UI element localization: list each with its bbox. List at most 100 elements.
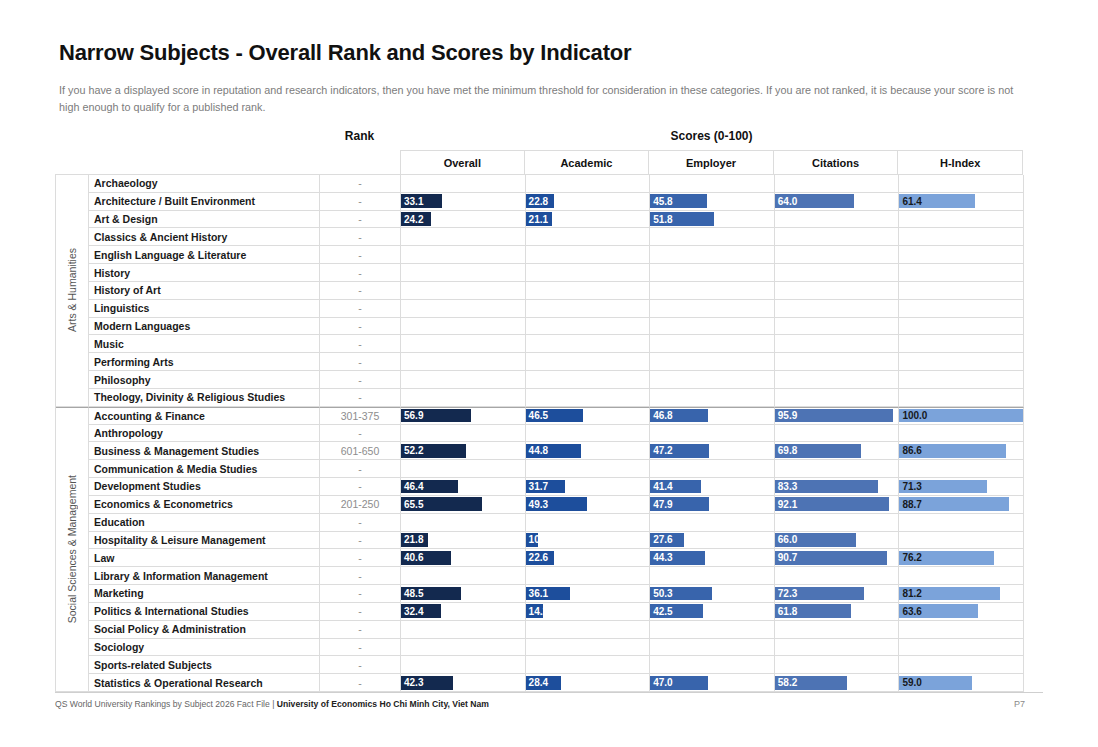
score-value: 21.8 <box>401 534 423 545</box>
score-cell <box>650 246 775 264</box>
score-cell <box>526 318 651 336</box>
score-cell <box>775 175 900 193</box>
score-cell: 31.7 <box>526 478 651 496</box>
score-cell <box>775 264 900 282</box>
score-cell <box>401 656 526 674</box>
score-bar: 22.8 <box>526 194 554 208</box>
score-bar: 88.7 <box>899 497 1009 511</box>
score-cell <box>526 656 651 674</box>
score-cell <box>401 371 526 389</box>
score-cell: 52.2 <box>401 442 526 460</box>
score-bar: 31.7 <box>526 480 565 494</box>
score-bar: 48.5 <box>401 587 461 601</box>
score-cell <box>775 335 900 353</box>
score-cell <box>650 175 775 193</box>
score-cell <box>899 335 1024 353</box>
rank-cell: - <box>320 603 401 621</box>
score-cell <box>650 656 775 674</box>
score-value: 81.2 <box>899 588 921 599</box>
rank-cell: - <box>320 246 401 264</box>
score-value: 86.6 <box>899 445 921 456</box>
score-value: 44.8 <box>526 445 548 456</box>
score-cell: 47.9 <box>650 496 775 514</box>
rank-cell: - <box>320 585 401 603</box>
score-cell <box>899 246 1024 264</box>
score-value: 71.3 <box>899 481 921 492</box>
rank-cell: - <box>320 335 401 353</box>
score-cell <box>650 228 775 246</box>
score-value: 100.0 <box>899 410 927 421</box>
score-cell <box>401 300 526 318</box>
score-bar: 28.4 <box>526 676 561 690</box>
score-value: 33.1 <box>401 196 423 207</box>
subject-cell: Sports-related Subjects <box>89 656 320 674</box>
footer-divider <box>55 692 1043 693</box>
score-cell: 22.6 <box>526 549 651 567</box>
group-label: Social Sciences & Management <box>56 407 89 692</box>
score-cell <box>775 228 900 246</box>
score-bar: 100.0 <box>899 409 1023 422</box>
score-cell <box>526 514 651 532</box>
score-bar: 44.3 <box>650 551 705 565</box>
subject-cell: Modern Languages <box>89 318 320 336</box>
score-value: 66.0 <box>775 534 797 545</box>
subject-cell: Linguistics <box>89 300 320 318</box>
subject-cell: Philosophy <box>89 371 320 389</box>
score-cell: 28.4 <box>526 674 651 692</box>
score-cell: 88.7 <box>899 496 1024 514</box>
score-cell <box>401 228 526 246</box>
score-cell <box>650 371 775 389</box>
footer-source-label: QS World University Rankings by Subject … <box>55 699 277 709</box>
score-cell <box>401 264 526 282</box>
score-value: 64.0 <box>775 196 797 207</box>
score-cell <box>899 656 1024 674</box>
rank-cell: - <box>320 264 401 282</box>
score-cell: 61.8 <box>775 603 900 621</box>
subject-cell: Social Policy & Administration <box>89 621 320 639</box>
score-cell <box>899 371 1024 389</box>
subject-cell: Development Studies <box>89 478 320 496</box>
score-value: 47.0 <box>650 677 672 688</box>
rank-cell: 601-650 <box>320 442 401 460</box>
score-value: 72.3 <box>775 588 797 599</box>
rank-cell: - <box>320 639 401 657</box>
score-value: 44.3 <box>650 552 672 563</box>
score-cell <box>775 353 900 371</box>
rank-cell: - <box>320 193 401 211</box>
score-cell <box>775 567 900 585</box>
score-cell: 50.3 <box>650 585 775 603</box>
score-cell <box>775 318 900 336</box>
score-cell <box>899 621 1024 639</box>
score-cell <box>650 514 775 532</box>
score-value: 88.7 <box>899 499 921 510</box>
rank-cell: - <box>320 567 401 585</box>
score-bar: 92.1 <box>775 497 889 511</box>
score-cell <box>526 282 651 300</box>
score-cell <box>401 175 526 193</box>
score-cell <box>526 264 651 282</box>
score-cell <box>401 460 526 478</box>
score-value: 47.9 <box>650 499 672 510</box>
score-cell: 72.3 <box>775 585 900 603</box>
score-bar: 61.8 <box>775 604 851 618</box>
score-cell <box>899 282 1024 300</box>
footer: QS World University Rankings by Subject … <box>55 699 1043 709</box>
footer-source: QS World University Rankings by Subject … <box>55 699 489 709</box>
rank-cell: - <box>320 425 401 443</box>
score-cell <box>775 621 900 639</box>
score-cell: 92.1 <box>775 496 900 514</box>
rank-cell: - <box>320 514 401 532</box>
score-bar: 21.8 <box>401 533 428 547</box>
score-cell <box>899 353 1024 371</box>
score-cell <box>775 639 900 657</box>
score-cell <box>401 567 526 585</box>
subject-cell: History <box>89 264 320 282</box>
subject-cell: Accounting & Finance <box>89 407 320 425</box>
score-cell: 46.5 <box>526 407 651 425</box>
score-cell <box>526 389 651 407</box>
score-bar: 22.6 <box>526 551 554 565</box>
rank-column-header: Rank <box>319 129 400 143</box>
score-cell <box>526 567 651 585</box>
score-value: 42.5 <box>650 606 672 617</box>
score-bar: 81.2 <box>899 587 999 601</box>
